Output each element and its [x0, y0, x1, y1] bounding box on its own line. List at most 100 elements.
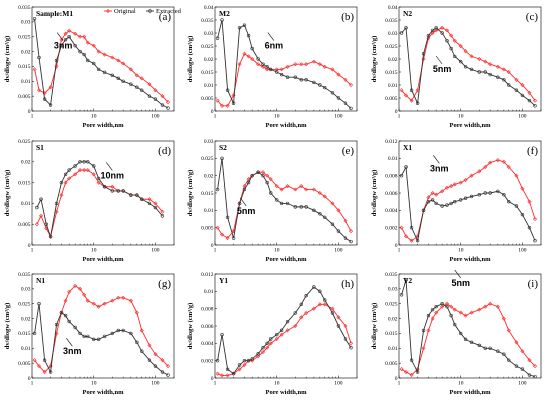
annotation-arrow	[56, 32, 64, 41]
extracted-point	[275, 70, 279, 74]
original-point	[409, 238, 414, 243]
original-point	[444, 28, 449, 33]
original-point	[82, 167, 87, 172]
extracted-point	[527, 98, 531, 103]
extracted-point	[463, 196, 467, 200]
original-point	[250, 56, 255, 62]
extracted-point	[35, 205, 39, 209]
x-tick-label: 10	[458, 381, 464, 387]
extracted-point	[304, 78, 309, 82]
y-tick-label: 0.015	[385, 331, 398, 337]
original-point	[343, 218, 348, 223]
extracted-point	[54, 323, 59, 327]
y-axis-title: dv/dlogw (cm³/g)	[187, 169, 194, 216]
x-tick-label: 1	[214, 381, 217, 387]
annotation-label: 6nm	[265, 41, 284, 51]
y-tick-label: 0.035	[18, 272, 31, 278]
original-point	[242, 363, 247, 368]
extracted-point	[331, 311, 335, 315]
extracted-point	[532, 104, 537, 108]
extracted-point	[286, 320, 290, 324]
extracted-point	[121, 328, 125, 333]
original-point	[237, 367, 242, 372]
y-tick-label: 0.02	[21, 317, 31, 323]
extracted-point	[250, 173, 255, 177]
extracted-point	[477, 343, 481, 348]
extracted-point	[483, 346, 487, 351]
original-point	[225, 373, 230, 378]
extracted-point	[421, 52, 425, 56]
original-point	[469, 54, 474, 59]
original-point	[330, 306, 335, 311]
original-point	[519, 82, 525, 88]
extracted-point	[520, 367, 524, 371]
original-point	[215, 98, 220, 103]
extracted-point	[344, 337, 348, 341]
extracted-point	[110, 331, 114, 336]
y-tick-label: 0.02	[21, 49, 31, 55]
original-point	[433, 192, 438, 197]
original-point	[336, 72, 341, 77]
y-tick-label: 0.025	[385, 302, 398, 308]
original-point	[312, 59, 317, 64]
annotation-label: 5nm	[432, 64, 451, 74]
x-axis-title: Pore width,nm	[449, 256, 491, 263]
extracted-point	[444, 305, 449, 309]
y-tick-label: 0.01	[21, 201, 31, 207]
extracted-point	[275, 333, 279, 337]
x-axis-title: Pore width,nm	[266, 122, 308, 129]
y-tick-label: 0.025	[18, 35, 31, 41]
original-point	[102, 52, 107, 57]
original-point	[59, 192, 64, 197]
x-tick-label: 1	[31, 247, 34, 253]
original-point	[110, 298, 115, 303]
extracted-point	[261, 346, 266, 350]
original-point	[128, 298, 133, 303]
extracted-point	[247, 180, 251, 184]
plot-frame	[31, 140, 175, 245]
y-tick-label: 0.005	[18, 361, 31, 367]
original-point	[82, 292, 87, 298]
original-point	[59, 37, 64, 42]
original-point	[63, 298, 68, 303]
original-point	[463, 313, 468, 318]
series-extracted	[216, 18, 354, 111]
original-point	[476, 168, 481, 173]
original-point	[519, 186, 525, 191]
extracted-point	[44, 222, 48, 226]
original-point	[246, 176, 251, 181]
extracted-point	[344, 101, 348, 105]
original-point	[85, 40, 90, 45]
extracted-point	[160, 103, 165, 107]
extracted-point	[39, 197, 43, 201]
extracted-point	[299, 78, 304, 82]
sample-label: M2	[219, 9, 230, 18]
original-point	[77, 34, 83, 39]
extracted-point	[32, 17, 37, 21]
extracted-point	[426, 199, 430, 203]
original-point	[91, 171, 96, 176]
original-point	[469, 310, 474, 315]
extracted-point	[280, 72, 284, 77]
extracted-point	[121, 188, 125, 193]
extracted-point	[440, 31, 444, 35]
extracted-point	[275, 197, 279, 202]
extracted-point	[421, 208, 425, 212]
chart-panel-d: 0 0.005 0.01 0.015 0.02 0.025 1 10 100 Pore width…	[4, 138, 175, 263]
original-point	[439, 304, 444, 309]
extracted-point	[403, 278, 408, 282]
original-point	[323, 302, 328, 307]
original-point	[220, 373, 225, 378]
original-point	[274, 67, 280, 72]
extracted-point	[323, 215, 327, 219]
original-point	[323, 194, 328, 199]
original-point	[256, 354, 261, 359]
original-point	[48, 85, 53, 90]
original-point	[293, 62, 298, 67]
extracted-point	[488, 72, 492, 77]
x-axis-title: Pore width,nm	[266, 256, 308, 263]
y-tick-label: 0.005	[385, 96, 398, 102]
original-point	[285, 183, 290, 188]
y-tick-label: 0.005	[201, 96, 214, 102]
